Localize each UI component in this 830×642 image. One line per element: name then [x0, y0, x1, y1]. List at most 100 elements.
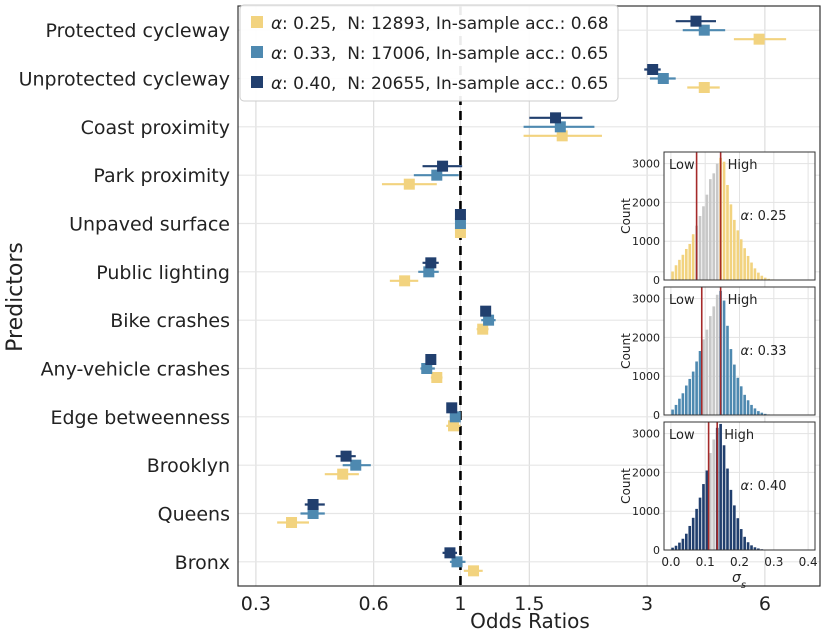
point-unprotected-cycleway-alpha-033 — [649, 73, 676, 84]
histogram-bar — [702, 339, 705, 415]
point-unprotected-cycleway-alpha-040 — [644, 64, 661, 75]
odds-ratio-marker — [454, 218, 466, 229]
point-bronx-alpha-040 — [442, 547, 458, 559]
histogram-bar — [702, 206, 705, 280]
odds-ratio-marker — [340, 450, 352, 462]
histogram-bar — [684, 533, 688, 550]
legend-label-alpha-025: : 0.25, N: 12893, In-sample acc.: 0.68 — [282, 14, 609, 34]
legend-entry-alpha-040: α : 0.40, N: 20655, In-sample acc.: 0.65 — [251, 74, 609, 94]
odds-ratio-marker — [403, 178, 415, 190]
inset-y-axis-label: Count — [619, 198, 633, 234]
histogram-bar — [702, 484, 705, 550]
histogram-insets: Low High α: 0.25 0 1000 2000 3000 Count Low High α… — [619, 151, 818, 569]
x-tick-label: 1.5 — [514, 593, 544, 615]
histogram-bar — [678, 398, 681, 415]
inset-y-tick-label: 2000 — [632, 466, 660, 479]
inset-panel-alpha-025: Low High α: 0.25 0 1000 2000 3000 Count — [619, 151, 816, 287]
histogram-bar — [684, 385, 688, 415]
legend-label-alpha-040: : 0.40, N: 20655, In-sample acc.: 0.65 — [282, 74, 609, 94]
point-any-vehicle-crashes-alpha-025 — [430, 372, 443, 383]
odds-ratio-marker — [556, 130, 568, 142]
histogram-bar — [678, 259, 681, 280]
histogram-bar — [746, 400, 750, 415]
high-label: High — [728, 158, 758, 173]
inset-y-tick-label: 0 — [653, 544, 660, 557]
point-bronx-alpha-033 — [449, 556, 466, 568]
y-tick-label-bike-crashes: Bike crashes — [110, 310, 230, 332]
odds-ratio-marker — [657, 73, 669, 84]
x-axis-label: Odds Ratios — [470, 609, 590, 633]
histogram-bar — [729, 204, 733, 280]
point-unpaved-surface-alpha-040 — [454, 209, 466, 220]
legend-box — [239, 4, 619, 102]
legend-alpha-symbol: α — [271, 14, 282, 34]
inset-frame — [663, 151, 816, 281]
inset-y-tick-label: 2000 — [632, 196, 660, 209]
odds-ratio-marker — [421, 363, 433, 374]
y-tick-label-edge-betweenness: Edge betweenness — [50, 407, 230, 429]
high-label: High — [728, 293, 758, 308]
histogram-bar — [722, 300, 726, 415]
odds-ratio-marker — [423, 266, 435, 278]
histogram-bar — [736, 230, 740, 280]
histogram-bar — [729, 489, 733, 550]
histogram-bar — [743, 536, 746, 550]
histogram-bar — [674, 545, 678, 550]
histogram-bar — [746, 542, 750, 550]
odds-ratio-marker — [286, 517, 298, 528]
odds-ratio-marker — [698, 82, 710, 93]
odds-ratio-marker — [425, 354, 437, 365]
inset-panel-alpha-040: Low High α: 0.40 0 1000 2000 3000 Count 0.0 0.1 0.… — [619, 421, 818, 569]
inset-y-tick-label: 3000 — [632, 428, 660, 441]
histogram-bar — [698, 497, 702, 550]
histogram-bar — [674, 265, 678, 280]
histogram-bar — [757, 272, 760, 280]
odds-ratio-marker — [454, 209, 466, 220]
legend-label-alpha-033: : 0.33, N: 17006, In-sample acc.: 0.65 — [282, 44, 609, 64]
histogram-bar — [681, 393, 685, 415]
y-tick-label-park-proximity: Park proximity — [93, 165, 230, 187]
histogram-bar — [733, 364, 736, 415]
point-unprotected-cycleway-alpha-025 — [687, 82, 720, 93]
point-edge-betweenness-alpha-025 — [446, 420, 461, 432]
odds-ratio-marker — [451, 556, 463, 568]
point-protected-cycleway-alpha-033 — [682, 24, 726, 36]
y-tick-labels: Protected cycleway Unprotected cycleway Co… — [19, 20, 230, 574]
histogram-bar — [695, 361, 698, 415]
inset-y-tick-label: 1000 — [632, 235, 660, 248]
odds-ratio-marker — [690, 15, 702, 27]
inset-x-tick-label: 0.4 — [799, 555, 818, 569]
histogram-bar — [709, 316, 712, 415]
high-label: High — [724, 428, 754, 443]
point-brooklyn-alpha-025 — [324, 468, 359, 480]
point-brooklyn-alpha-033 — [342, 459, 371, 471]
inset-alpha-label: α: 0.33 — [740, 344, 786, 359]
inset-y-tick-label: 2000 — [632, 331, 660, 344]
histogram-bar — [739, 386, 743, 415]
histogram-bar — [674, 404, 678, 415]
low-label: Low — [669, 293, 695, 308]
odds-ratio-marker — [753, 33, 765, 45]
histogram-bar — [750, 404, 753, 415]
point-coast-proximity-alpha-033 — [523, 121, 595, 133]
inset-x-tick-label: 0.3 — [764, 555, 783, 569]
inset-x-tick-label: 0.2 — [730, 555, 749, 569]
histogram-bar — [746, 255, 750, 280]
point-park-proximity-alpha-040 — [422, 160, 463, 172]
histogram-bar — [688, 525, 692, 550]
inset-y-tick-label: 3000 — [632, 293, 660, 306]
histogram-bar — [709, 179, 712, 280]
histogram-bar — [722, 445, 726, 550]
histogram-bar — [726, 468, 729, 550]
histogram-bar — [698, 351, 702, 415]
inset-x-tick-label: 0.0 — [661, 555, 680, 569]
y-tick-label-unpaved-surface: Unpaved surface — [69, 214, 230, 236]
y-tick-label-protected-cycleway: Protected cycleway — [46, 20, 231, 42]
histogram-bar — [760, 275, 764, 280]
y-tick-label-public-lighting: Public lighting — [96, 262, 230, 284]
histogram-bar — [681, 538, 685, 550]
legend-alpha-symbol: α — [271, 44, 282, 64]
x-tick-label: 1 — [454, 593, 466, 615]
histogram-bar — [729, 349, 733, 415]
point-public-lighting-alpha-025 — [389, 275, 419, 287]
